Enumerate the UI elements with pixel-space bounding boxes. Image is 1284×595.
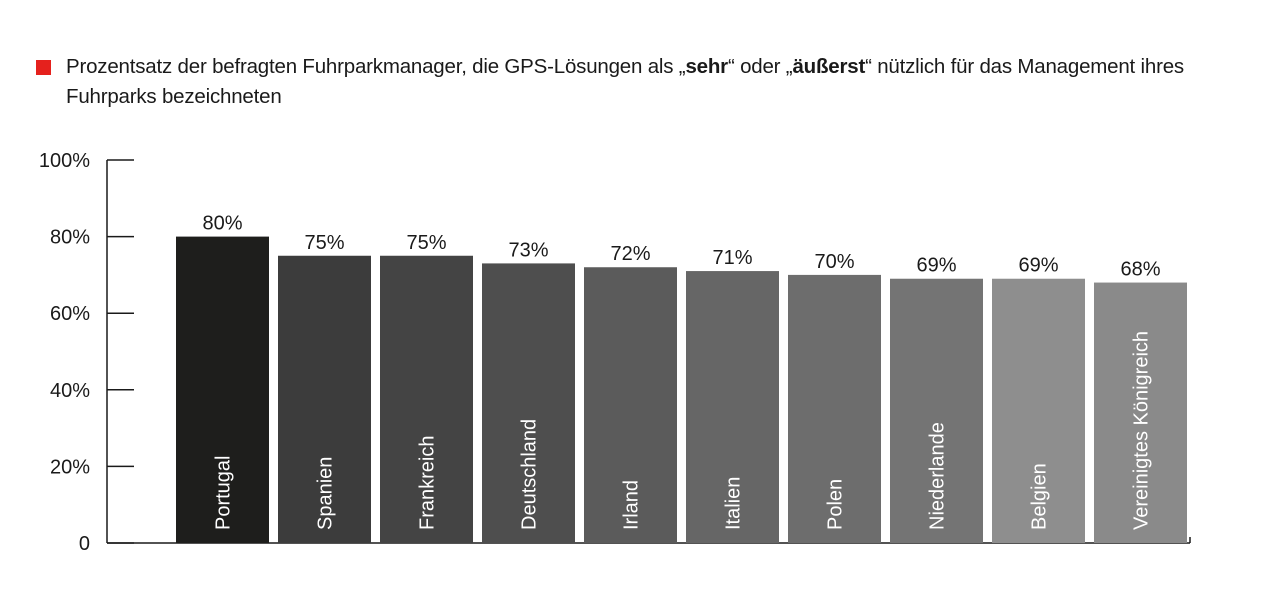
bar-9 xyxy=(992,278,1085,543)
y-tick-label: 20% xyxy=(50,456,90,478)
bar-10 xyxy=(1094,282,1187,543)
category-label: Portugal xyxy=(213,456,235,531)
category-label: Deutschland xyxy=(519,419,541,530)
value-label: 72% xyxy=(610,243,650,265)
value-label: 70% xyxy=(814,251,854,273)
legend-swatch xyxy=(36,60,51,75)
category-label: Belgien xyxy=(1029,463,1051,530)
bar-4 xyxy=(482,263,575,543)
legend-text: Prozentsatz der befragten Fuhrparkmanage… xyxy=(66,52,1216,112)
y-tick-label: 60% xyxy=(50,303,90,325)
value-label: 80% xyxy=(202,213,242,235)
value-label: 73% xyxy=(508,239,548,261)
y-tick-label: 0 xyxy=(79,533,90,555)
bar-3 xyxy=(380,255,473,543)
bar-2 xyxy=(278,255,371,543)
legend-bold-sehr: sehr xyxy=(685,55,728,78)
legend-text-after: “ nützlich für das Management ihres Fuhr… xyxy=(66,55,1184,108)
value-label: 71% xyxy=(712,247,752,269)
y-tick-label: 100% xyxy=(39,150,90,172)
value-label: 69% xyxy=(916,255,956,277)
bar-6 xyxy=(686,271,779,543)
bar-1 xyxy=(176,236,269,543)
category-label: Vereinigtes Königreich xyxy=(1131,331,1153,530)
value-label: 68% xyxy=(1120,259,1160,281)
legend-bold-aeusserst: äußerst xyxy=(792,55,866,78)
bar-7 xyxy=(788,274,881,543)
category-label: Italien xyxy=(723,477,745,530)
y-tick-label: 80% xyxy=(50,227,90,249)
category-label: Irland xyxy=(621,480,643,530)
y-tick-label: 40% xyxy=(50,380,90,402)
value-label: 69% xyxy=(1018,255,1058,277)
value-label: 75% xyxy=(304,232,344,254)
bar-5 xyxy=(584,267,677,543)
category-label: Niederlande xyxy=(927,422,949,530)
category-label: Frankreich xyxy=(417,436,439,530)
category-label: Spanien xyxy=(315,457,337,530)
legend-text-mid: “ oder „ xyxy=(727,55,793,78)
category-label: Polen xyxy=(825,479,847,530)
value-label: 75% xyxy=(406,232,446,254)
bar-8 xyxy=(890,278,983,543)
legend-text-before: Prozentsatz der befragten Fuhrparkmanage… xyxy=(66,55,686,78)
